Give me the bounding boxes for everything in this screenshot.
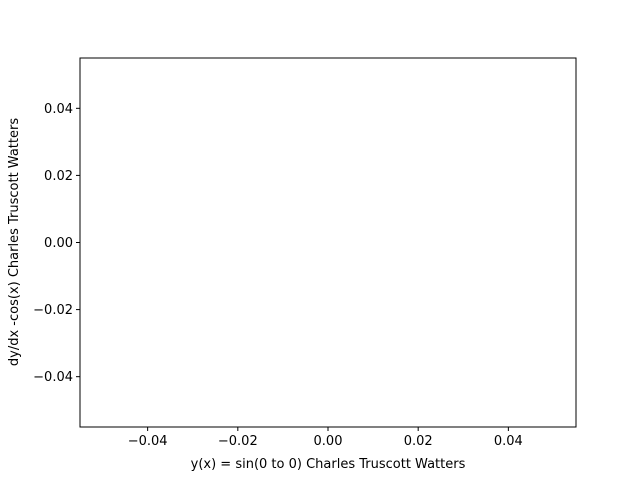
y-axis-label: dy/dx -cos(x) Charles Truscott Watters <box>7 118 22 366</box>
plot-area <box>79 57 577 428</box>
y-tick-label: −0.02 <box>33 303 73 318</box>
x-tick-label: −0.04 <box>128 434 168 449</box>
x-tick-label: 0.02 <box>404 434 433 449</box>
x-tick-label: −0.02 <box>218 434 258 449</box>
x-tick-label: 0.04 <box>494 434 523 449</box>
y-tick-label: 0.02 <box>44 169 73 184</box>
x-axis-label: y(x) = sin(0 to 0) Charles Truscott Watt… <box>191 457 466 472</box>
x-axis-ticks: −0.04 −0.02 0.00 0.02 0.04 <box>128 427 523 449</box>
y-tick-label: −0.04 <box>33 370 73 385</box>
y-axis-ticks: −0.04 −0.02 0.00 0.02 0.04 <box>33 102 80 385</box>
y-tick-label: 0.00 <box>44 236 73 251</box>
y-tick-label: 0.04 <box>44 102 73 117</box>
x-tick-label: 0.00 <box>314 434 343 449</box>
